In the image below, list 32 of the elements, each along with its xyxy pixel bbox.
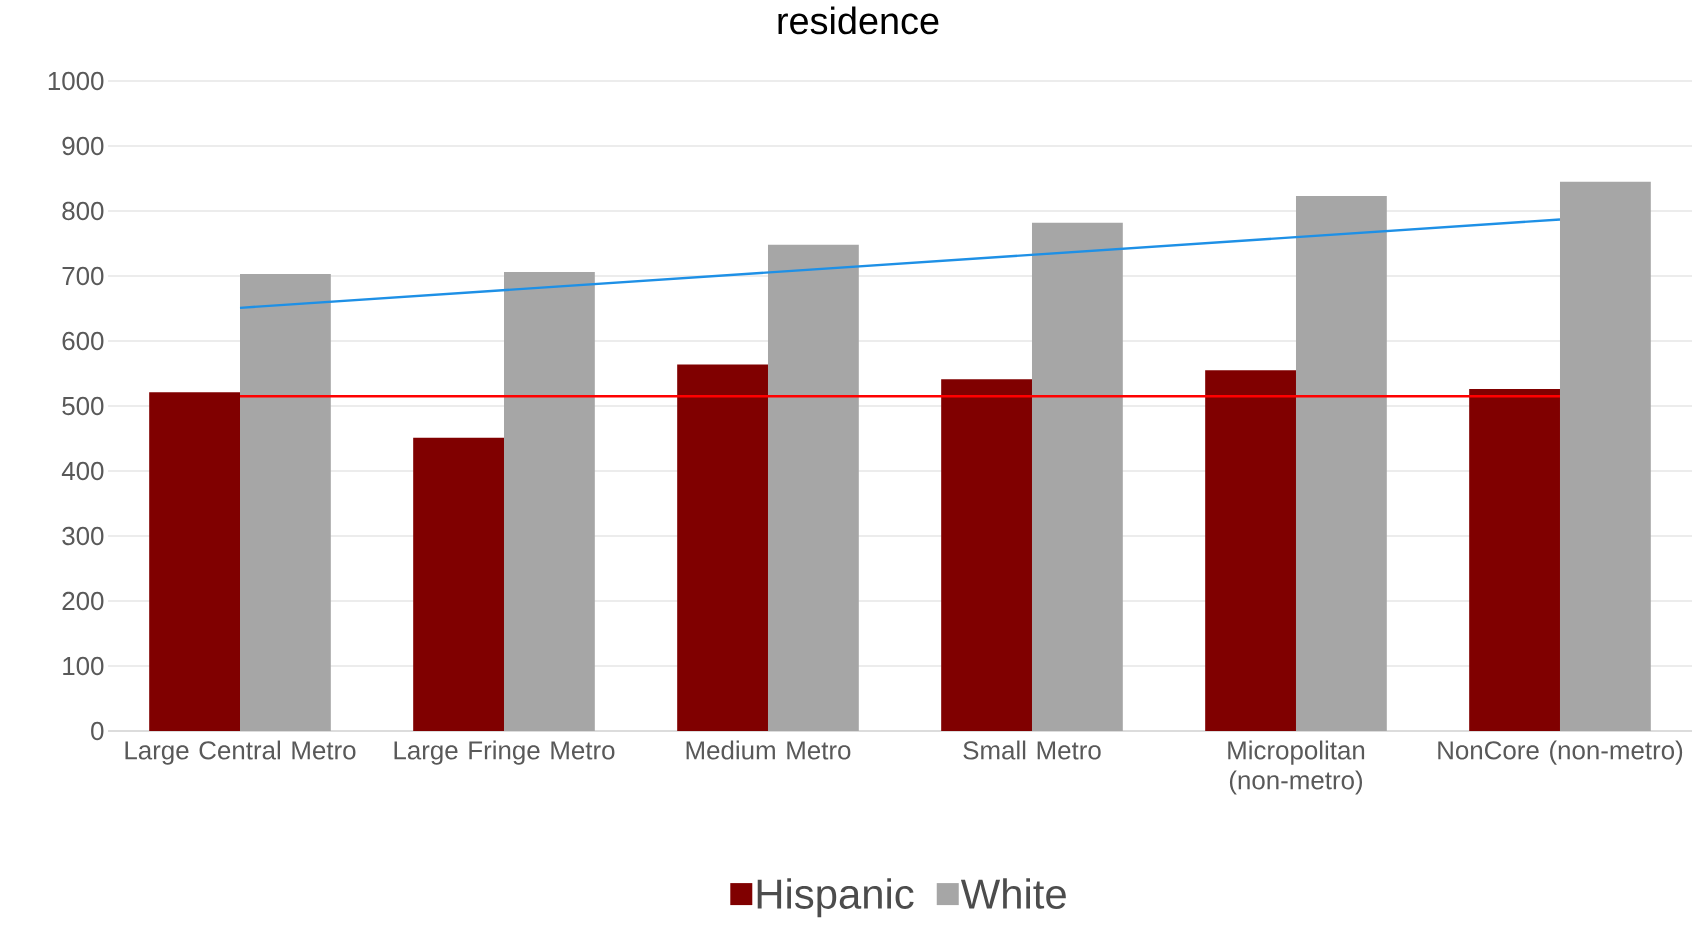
x-tick-label: NonCore (non-metro) <box>1438 740 1683 765</box>
legend-label: White <box>960 878 1066 909</box>
chart-title: residence <box>778 6 939 35</box>
bar <box>504 272 595 731</box>
y-tick-label: 0 <box>91 721 104 741</box>
bar <box>1559 181 1651 731</box>
y-tick-label: 900 <box>62 136 104 156</box>
bar <box>1031 222 1123 731</box>
x-tick-label: Large Fringe Metro <box>394 740 615 765</box>
bar <box>413 437 504 731</box>
y-tick-label: 500 <box>62 396 104 416</box>
bar <box>767 244 859 731</box>
y-tick-label: 300 <box>62 526 104 546</box>
y-tick-label: 1000 <box>48 71 104 91</box>
bar <box>240 274 331 731</box>
x-tick-label: Large Central Metro <box>125 740 356 765</box>
x-tick-label: Small Metro <box>963 740 1101 760</box>
bar <box>1205 370 1296 731</box>
bar <box>149 392 240 731</box>
y-tick-label: 600 <box>62 331 104 351</box>
legend-label: Hispanic <box>757 878 914 918</box>
bar <box>677 364 768 731</box>
bar <box>941 379 1032 731</box>
x-tick-label: Micropolitan (non-metro) <box>1228 740 1365 795</box>
y-tick-label: 700 <box>62 266 104 286</box>
y-tick-label: 100 <box>63 656 104 676</box>
y-tick-label: 800 <box>62 201 104 221</box>
bar <box>1469 389 1560 731</box>
y-tick-label: 200 <box>62 591 104 611</box>
x-tick-label: Medium Metro <box>686 740 851 760</box>
bar <box>1295 196 1387 731</box>
y-tick-label: 400 <box>61 461 104 481</box>
